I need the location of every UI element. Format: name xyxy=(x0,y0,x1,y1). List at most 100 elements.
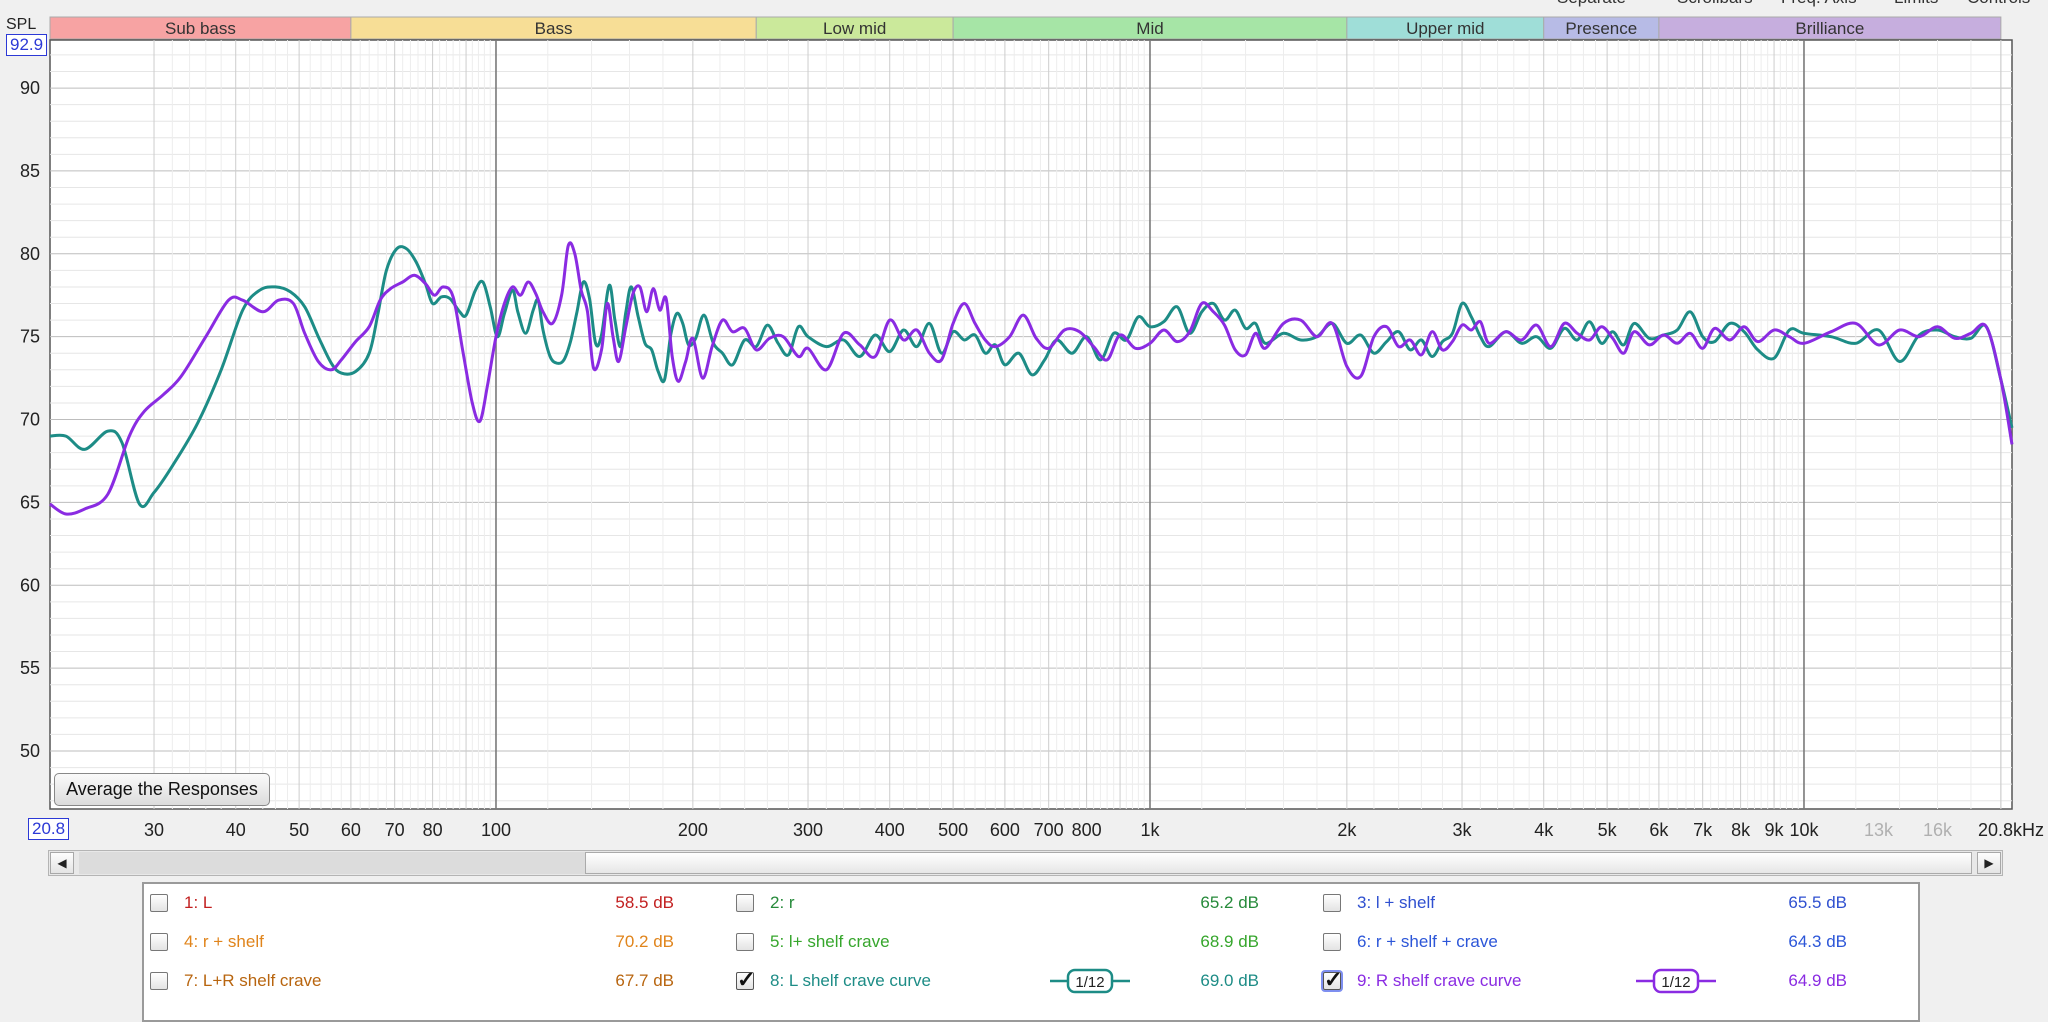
x-tick-label: 30 xyxy=(144,820,164,840)
x-tick-label: 500 xyxy=(938,820,968,840)
legend-name[interactable]: 2: r xyxy=(770,893,795,912)
x-tick-label: 40 xyxy=(226,820,246,840)
y-max-readout[interactable]: 92.9 xyxy=(6,34,48,56)
horizontal-scrollbar[interactable]: ◀ ▶ xyxy=(48,850,2003,876)
x-tick-labels: 30 40 50 60 70 80 100 200 300 400 500 600 700 800 1k 2k… xyxy=(144,820,2044,840)
x-tick-label: 10k xyxy=(1789,820,1819,840)
toolbar-freq-axis[interactable]: Freq. Axis xyxy=(1781,0,1857,8)
y-tick-label: 55 xyxy=(20,658,40,678)
smoothing-box xyxy=(1066,968,1114,994)
legend-value: 64.9 dB xyxy=(1788,971,1847,990)
x-tick-label: 300 xyxy=(793,820,823,840)
x-tick-label: 700 xyxy=(1034,820,1064,840)
band-brilliance xyxy=(1658,16,2002,40)
x-tick-label: 5k xyxy=(1598,820,1618,840)
band-label-mid: Mid xyxy=(1136,19,1163,38)
x-tick-label: 70 xyxy=(385,820,405,840)
band-label-upper-mid: Upper mid xyxy=(1406,19,1484,38)
scroll-left-arrow-icon[interactable]: ◀ xyxy=(50,852,74,874)
legend-checkbox[interactable] xyxy=(1323,894,1341,912)
legend-name[interactable]: 1: L xyxy=(184,893,213,912)
series-line-9-r-shelf-crave-curve xyxy=(49,241,2014,516)
series-line-8-l-shelf-crave-curve xyxy=(49,245,2014,509)
x-tick-label: 6k xyxy=(1649,820,1669,840)
y-axis-label: SPL xyxy=(6,16,37,33)
legend-value: 64.3 dB xyxy=(1788,932,1847,951)
legend-item: 2: r 65.2 dB xyxy=(730,888,1316,918)
toolbar-limits[interactable]: Limits xyxy=(1894,0,1938,8)
x-tick-label: 20.8kHz xyxy=(1978,820,2044,840)
smoothing-label: 1/12 xyxy=(1075,974,1104,991)
legend-value: 58.5 dB xyxy=(615,893,674,912)
legend-checkbox[interactable]: ✓ xyxy=(1323,967,1343,992)
legend-value: 68.9 dB xyxy=(1200,932,1259,951)
legend-value: 65.5 dB xyxy=(1788,893,1847,912)
legend-checkbox[interactable] xyxy=(150,933,168,951)
scrollbar-track-left[interactable] xyxy=(79,852,586,874)
frequency-bands: Sub bass Bass Low mid Mid Upper mid Presence B… xyxy=(49,16,2002,40)
y-tick-label: 80 xyxy=(20,244,40,264)
x-tick-label: 16k xyxy=(1923,820,1953,840)
grid xyxy=(50,40,2012,809)
x-tick-label: 400 xyxy=(875,820,905,840)
frequency-response-chart[interactable]: Sub bass Bass Low mid Mid Upper mid Presence B… xyxy=(0,0,2048,850)
smoothing-badge-icon[interactable]: 1/12 xyxy=(1634,968,1718,994)
measurement-legend: 1: L 58.5 dB 2: r 65.2 dB 3: l + shelf 65.5 d… xyxy=(142,882,1920,1022)
legend-checkbox[interactable] xyxy=(150,894,168,912)
legend-item: 5: l+ shelf crave 68.9 dB xyxy=(730,927,1316,957)
legend-name[interactable]: 7: L+R shelf crave xyxy=(184,971,322,990)
x-tick-label: 1k xyxy=(1140,820,1160,840)
legend-item: 7: L+R shelf crave 67.7 dB xyxy=(144,966,730,996)
legend-checkbox[interactable] xyxy=(736,933,754,951)
y-tick-labels: 50 55 60 65 70 75 80 85 90 xyxy=(20,78,40,761)
legend-value: 70.2 dB xyxy=(615,932,674,951)
toolbar-separate[interactable]: Separate xyxy=(1557,0,1626,8)
x-tick-label: 8k xyxy=(1731,820,1751,840)
x-tick-label: 60 xyxy=(341,820,361,840)
legend-item: ✓ 8: L shelf crave curve 69.0 dB 1/12 xyxy=(730,966,1316,996)
legend-item: 6: r + shelf + crave 64.3 dB xyxy=(1317,927,1903,957)
legend-item: 3: l + shelf 65.5 dB xyxy=(1317,888,1903,918)
scrollbar-thumb[interactable] xyxy=(585,852,1972,874)
legend-checkbox[interactable]: ✓ xyxy=(736,967,756,992)
legend-name[interactable]: 9: R shelf crave curve xyxy=(1357,971,1522,990)
band-label-low-mid: Low mid xyxy=(823,19,886,38)
legend-item: 1: L 58.5 dB xyxy=(144,888,730,918)
legend-name[interactable]: 3: l + shelf xyxy=(1357,893,1435,912)
top-toolbar: Separate Scrollbars Freq. Axis Limits Contro… xyxy=(0,0,2048,8)
legend-value: 69.0 dB xyxy=(1200,971,1259,990)
legend-checkbox[interactable] xyxy=(736,894,754,912)
average-responses-button[interactable]: Average the Responses xyxy=(54,773,270,806)
legend-name[interactable]: 5: l+ shelf crave xyxy=(770,932,890,951)
y-tick-label: 85 xyxy=(20,161,40,181)
legend-checkbox[interactable] xyxy=(1323,933,1341,951)
x-min-readout[interactable]: 20.8 xyxy=(28,818,70,840)
toolbar-scrollbars[interactable]: Scrollbars xyxy=(1677,0,1753,8)
legend-name[interactable]: 8: L shelf crave curve xyxy=(770,971,931,990)
band-label-brilliance: Brilliance xyxy=(1795,19,1864,38)
toolbar-controls[interactable]: Controls xyxy=(1967,0,2030,8)
legend-value: 65.2 dB xyxy=(1200,893,1259,912)
x-tick-label: 800 xyxy=(1072,820,1102,840)
legend-checkbox[interactable] xyxy=(150,972,168,990)
y-tick-label: 60 xyxy=(20,575,40,595)
scroll-right-arrow-icon[interactable]: ▶ xyxy=(1977,852,2001,874)
legend-name[interactable]: 6: r + shelf + crave xyxy=(1357,932,1498,951)
y-tick-label: 50 xyxy=(20,741,40,761)
x-tick-label: 4k xyxy=(1534,820,1554,840)
y-tick-label: 90 xyxy=(20,78,40,98)
x-tick-label: 2k xyxy=(1337,820,1357,840)
smoothing-badge-icon[interactable]: 1/12 xyxy=(1048,968,1132,994)
y-tick-label: 65 xyxy=(20,492,40,512)
x-tick-label: 13k xyxy=(1864,820,1894,840)
x-tick-label: 600 xyxy=(990,820,1020,840)
legend-name[interactable]: 4: r + shelf xyxy=(184,932,264,951)
x-tick-label: 7k xyxy=(1693,820,1713,840)
legend-value: 67.7 dB xyxy=(615,971,674,990)
y-tick-label: 70 xyxy=(20,410,40,430)
x-tick-label: 50 xyxy=(289,820,309,840)
plot-area[interactable] xyxy=(49,39,2013,810)
legend-item: ✓ 9: R shelf crave curve 64.9 dB 1/12 xyxy=(1317,966,1903,996)
smoothing-box xyxy=(1652,968,1700,994)
band-label-presence: Presence xyxy=(1565,19,1637,38)
